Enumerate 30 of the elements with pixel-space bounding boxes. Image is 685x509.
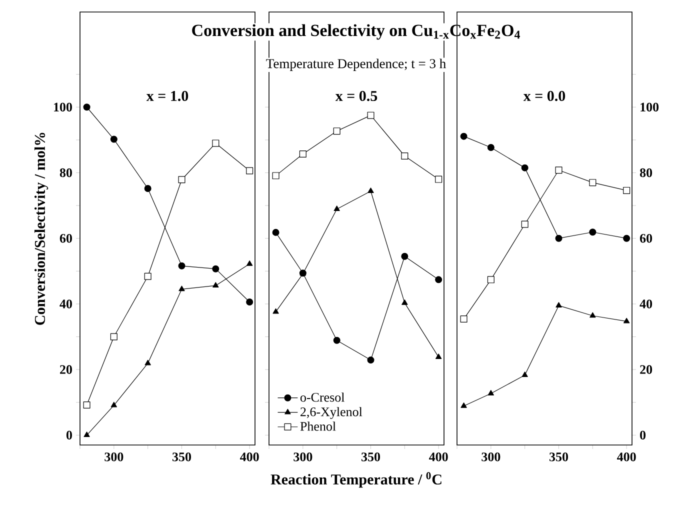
y2-tick-label: 60 — [640, 234, 652, 243]
x-tick-label: 350 — [549, 452, 568, 462]
y2-tick-label: 40 — [640, 300, 652, 308]
y2-tick-label: 0 — [640, 430, 646, 440]
x-tick-label: 300 — [104, 452, 124, 462]
legend-label: 2,6-Xylenol — [300, 407, 362, 419]
annotation: x = 0.0 — [523, 90, 566, 102]
y2-tick-label: 20 — [640, 365, 652, 374]
x-tick-label: 350 — [361, 452, 380, 462]
y-axis-title: Conversion/Selectivity / mol% — [34, 132, 48, 325]
annotation: x = 0.5 — [335, 90, 378, 102]
y-tick-label: 40 — [60, 300, 72, 308]
y-tick-label: 100 — [54, 102, 72, 112]
y-tick-label: 20 — [60, 365, 72, 374]
y-tick-label: 80 — [60, 168, 72, 178]
y2-tick-label: 80 — [640, 168, 652, 178]
x-tick-label: 300 — [482, 452, 500, 462]
y-tick-label: 0 — [66, 430, 72, 440]
x-tick-label: 400 — [240, 452, 259, 462]
y-tick-label: 60 — [60, 234, 72, 243]
y2-tick-label: 100 — [640, 102, 659, 112]
x-tick-label: 350 — [172, 452, 191, 462]
x-tick-label: 400 — [429, 452, 448, 462]
legend-label: o-Cresol — [300, 392, 344, 402]
x-tick-label: 300 — [294, 452, 312, 462]
x-axis-title: Reaction Temperature / $^{0}$C — [270, 472, 442, 488]
text: Temperature Dependence; t = 3 h — [266, 58, 446, 71]
annotation: x = 1.0 — [146, 90, 188, 102]
x-tick-label: 400 — [617, 452, 636, 462]
legend-label: Phenol — [300, 422, 336, 431]
